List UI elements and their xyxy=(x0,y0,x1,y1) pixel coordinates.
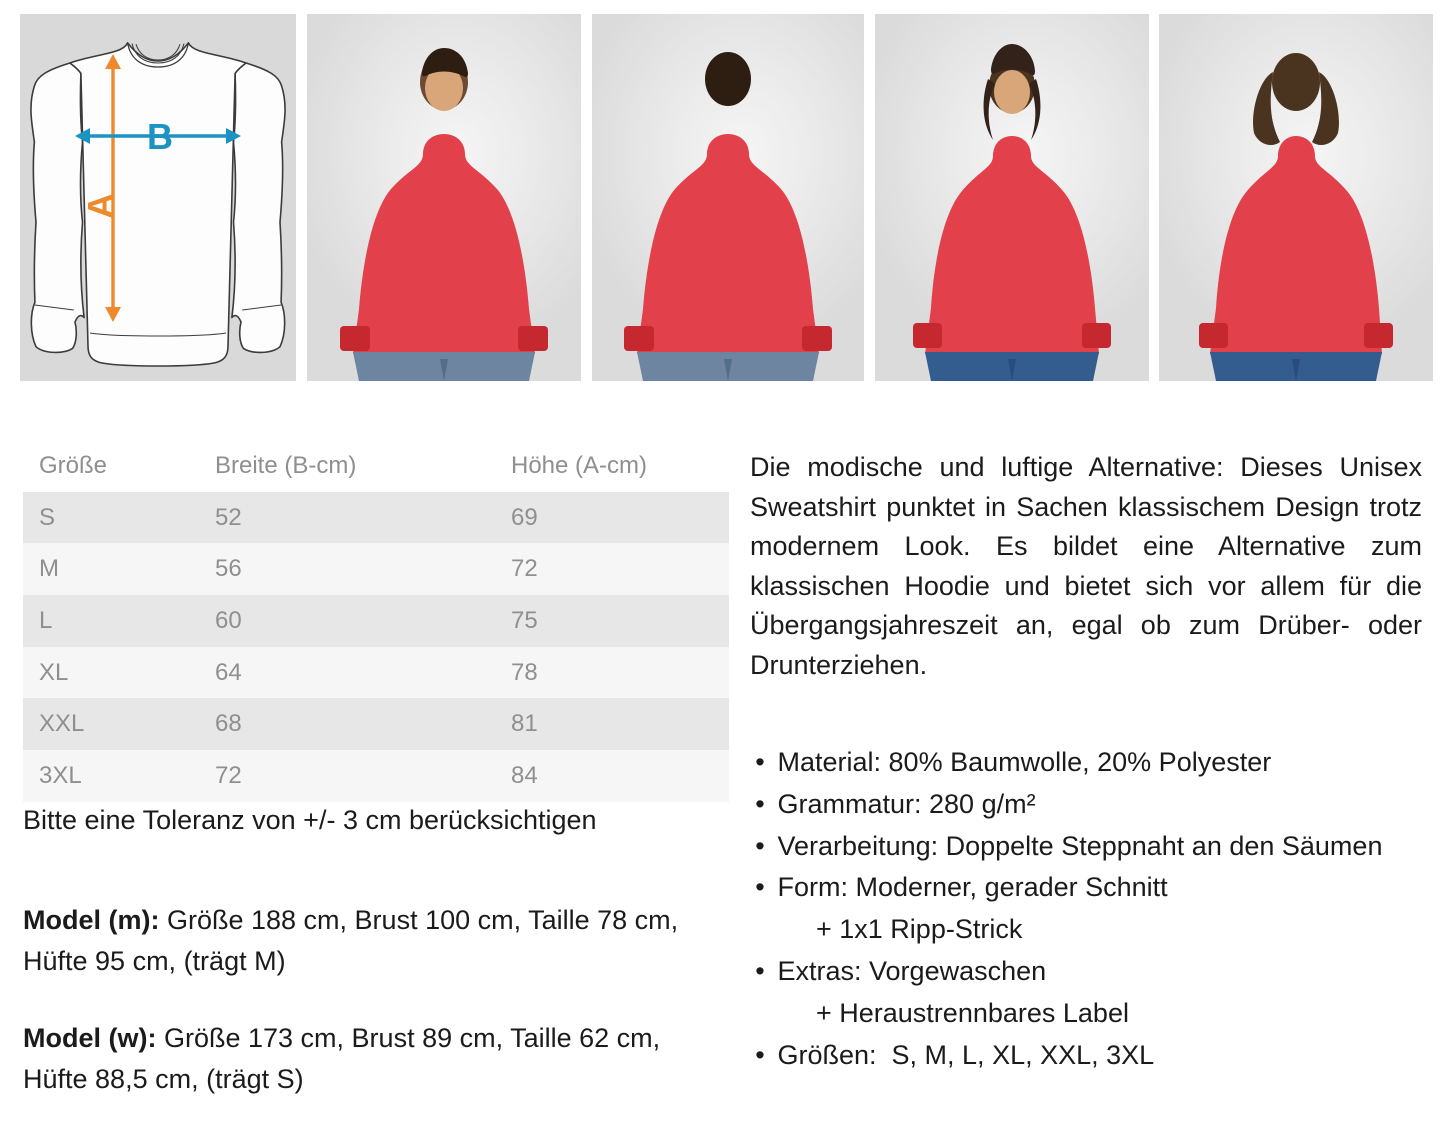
svg-text:B: B xyxy=(147,116,173,157)
svg-text:A: A xyxy=(80,193,121,219)
